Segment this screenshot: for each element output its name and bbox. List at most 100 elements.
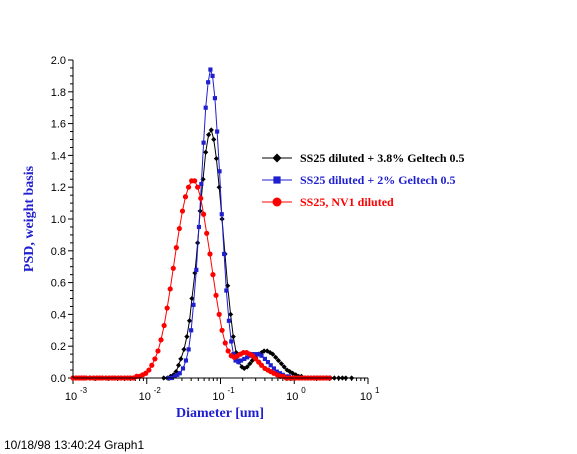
x-tick-exponent: 0 bbox=[301, 386, 306, 395]
data-point-square bbox=[199, 181, 204, 187]
data-point-diamond bbox=[270, 351, 276, 357]
series-3 bbox=[70, 178, 333, 381]
data-point-square bbox=[256, 352, 261, 357]
y-tick-label: 1.2 bbox=[51, 182, 66, 194]
y-tick-label: 0.8 bbox=[51, 246, 66, 258]
data-point-square bbox=[229, 339, 234, 344]
legend: SS25 diluted + 3.8% Geltech 0.5 SS25 dilu… bbox=[262, 151, 465, 209]
x-tick-exponent: -3 bbox=[80, 386, 88, 395]
series-2 bbox=[166, 67, 332, 381]
legend-label: SS25 diluted + 3.8% Geltech 0.5 bbox=[300, 151, 465, 165]
y-tick-label: 1.6 bbox=[51, 119, 66, 131]
data-point-circle bbox=[216, 311, 222, 317]
data-point-circle bbox=[185, 184, 192, 190]
data-point-diamond bbox=[216, 184, 222, 190]
data-point-circle bbox=[210, 272, 216, 278]
data-point-square bbox=[208, 67, 213, 72]
data-point-square bbox=[206, 80, 211, 85]
data-point-square bbox=[277, 371, 283, 376]
data-point-circle bbox=[207, 251, 213, 257]
data-point-diamond bbox=[181, 346, 187, 352]
data-point-square bbox=[172, 374, 177, 379]
data-point-square bbox=[238, 358, 244, 363]
data-point-diamond bbox=[249, 357, 255, 364]
data-point-diamond bbox=[264, 348, 270, 354]
data-point-circle bbox=[143, 370, 149, 376]
data-point-square bbox=[253, 352, 258, 357]
data-point-diamond bbox=[189, 295, 195, 302]
y-tick-label: 0.4 bbox=[51, 309, 66, 321]
data-point-square bbox=[203, 105, 208, 110]
data-point-diamond bbox=[225, 283, 231, 289]
legend-marker-diamond bbox=[272, 153, 282, 163]
x-axis-title: Diameter [um] bbox=[176, 406, 264, 421]
x-tick-label: 10 bbox=[139, 391, 151, 403]
data-point-square bbox=[177, 371, 182, 376]
x-tick-label: 10 bbox=[212, 391, 224, 403]
data-point-circle bbox=[179, 208, 186, 214]
data-point-square bbox=[196, 224, 202, 230]
data-point-square bbox=[191, 302, 196, 307]
data-point-circle bbox=[161, 322, 167, 329]
data-point-diamond bbox=[247, 361, 253, 367]
data-point-diamond bbox=[261, 348, 267, 354]
data-point-diamond bbox=[208, 127, 214, 133]
data-point-square bbox=[242, 356, 247, 361]
series-line bbox=[163, 128, 352, 379]
x-tick-exponent: -2 bbox=[154, 386, 162, 395]
data-point-square bbox=[186, 347, 191, 352]
y-tick-label: 1.8 bbox=[51, 87, 66, 99]
data-point-circle bbox=[198, 195, 204, 201]
data-point-circle bbox=[155, 348, 161, 354]
data-point-circle bbox=[222, 340, 228, 346]
data-point-circle bbox=[204, 230, 210, 236]
data-point-square bbox=[236, 360, 241, 365]
data-point-circle bbox=[158, 337, 164, 343]
data-point-square bbox=[180, 366, 186, 371]
data-point-square bbox=[268, 363, 273, 368]
data-point-square bbox=[231, 352, 236, 357]
data-point-square bbox=[183, 358, 189, 363]
data-point-square bbox=[265, 360, 271, 365]
data-point-circle bbox=[152, 356, 158, 362]
data-point-diamond bbox=[211, 136, 217, 143]
data-point-square bbox=[224, 288, 229, 293]
data-point-circle bbox=[173, 245, 179, 251]
data-point-diamond bbox=[275, 357, 282, 364]
data-point-square bbox=[262, 356, 267, 361]
data-point-circle bbox=[167, 286, 173, 292]
series-1 bbox=[161, 127, 355, 381]
footer-timestamp: 10/18/98 13:40:24 Graph1 bbox=[4, 438, 145, 452]
data-point-square bbox=[271, 366, 276, 371]
x-tick-label: 10 bbox=[286, 391, 298, 403]
data-point-diamond bbox=[241, 365, 247, 372]
y-tick-label: 0.0 bbox=[51, 373, 66, 385]
data-point-circle bbox=[192, 178, 198, 184]
x-tick-exponent: -1 bbox=[228, 386, 236, 395]
x-tick-exponent: 1 bbox=[375, 386, 380, 395]
data-point-circle bbox=[149, 362, 155, 368]
x-tick-label: 10 bbox=[360, 391, 372, 403]
data-point-circle bbox=[146, 367, 152, 373]
data-point-square bbox=[210, 73, 215, 78]
data-point-square bbox=[222, 251, 227, 257]
data-point-circle bbox=[164, 305, 170, 311]
data-point-square bbox=[189, 328, 194, 333]
data-point-circle bbox=[213, 292, 219, 298]
data-point-square bbox=[245, 355, 250, 360]
data-point-circle bbox=[258, 362, 265, 368]
data-point-diamond bbox=[284, 367, 290, 373]
data-point-square bbox=[201, 140, 206, 145]
data-point-diamond bbox=[273, 354, 279, 360]
data-point-diamond bbox=[178, 356, 184, 362]
data-point-circle bbox=[170, 265, 176, 271]
data-point-square bbox=[259, 353, 264, 358]
data-point-diamond bbox=[203, 149, 209, 155]
data-point-circle bbox=[219, 327, 225, 333]
data-point-square bbox=[212, 96, 217, 101]
data-point-square bbox=[233, 358, 238, 363]
y-axis-title: PSD, weight basis bbox=[22, 165, 37, 272]
data-point-square bbox=[219, 212, 224, 217]
data-point-circle bbox=[201, 211, 207, 217]
